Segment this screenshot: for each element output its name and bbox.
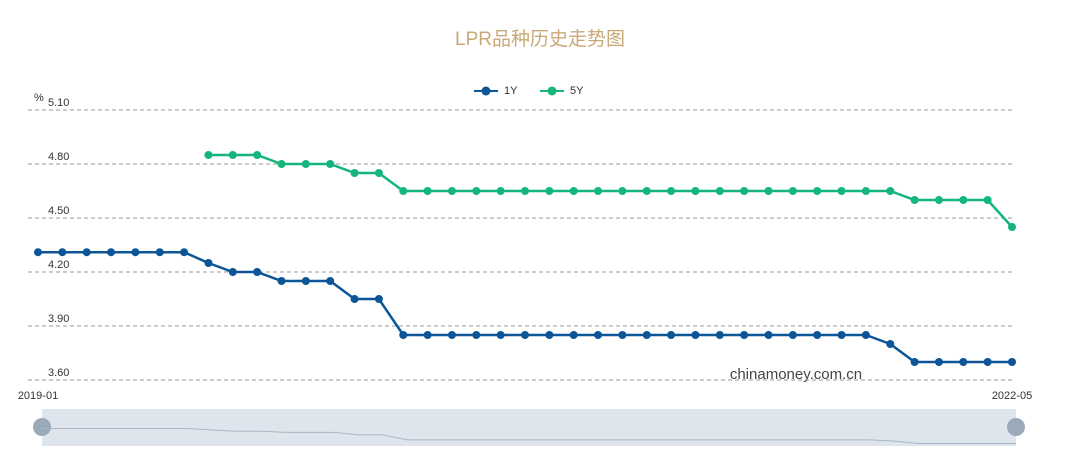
data-point	[910, 358, 919, 366]
chart-title: LPR品种历史走势图	[455, 28, 625, 50]
data-point	[569, 331, 578, 339]
data-point	[204, 259, 213, 267]
y-tick-label: 4.20	[48, 259, 69, 271]
data-point	[910, 196, 919, 204]
data-point	[667, 187, 676, 195]
y-tick-label: 3.90	[48, 313, 69, 325]
data-point	[740, 331, 749, 339]
legend-label: 5Y	[570, 85, 584, 97]
data-point	[886, 187, 895, 195]
data-point	[374, 295, 383, 303]
data-point	[618, 331, 627, 339]
data-point	[667, 331, 676, 339]
data-point	[350, 169, 359, 177]
data-point	[594, 331, 603, 339]
data-point	[715, 331, 724, 339]
legend-marker	[481, 86, 491, 96]
data-point	[350, 295, 359, 303]
data-point	[715, 187, 724, 195]
data-point	[228, 268, 237, 276]
data-point	[496, 187, 505, 195]
data-point	[934, 196, 943, 204]
x-tick-label: 2022-05	[992, 390, 1032, 402]
data-point	[82, 248, 91, 257]
data-point	[764, 331, 773, 339]
data-point	[155, 248, 164, 257]
data-point	[642, 331, 651, 339]
data-point	[691, 331, 700, 339]
data-point	[399, 187, 408, 195]
zoom-slider[interactable]	[42, 409, 1016, 446]
data-point	[374, 169, 383, 177]
data-point	[423, 187, 432, 195]
x-tick-label: 2019-01	[18, 390, 58, 402]
data-point	[569, 187, 578, 195]
data-point	[788, 187, 797, 195]
data-point	[107, 248, 116, 257]
data-point	[496, 331, 505, 339]
data-point	[618, 187, 627, 195]
data-point	[642, 187, 651, 195]
data-point	[813, 331, 822, 339]
data-point	[58, 248, 67, 257]
data-point	[131, 248, 140, 257]
zoom-preview	[42, 427, 1016, 445]
data-point	[788, 331, 797, 339]
data-point	[740, 187, 749, 195]
data-point	[959, 358, 968, 366]
data-point	[545, 187, 554, 195]
zoom-handle[interactable]	[33, 418, 51, 436]
data-point	[253, 268, 262, 276]
y-tick-label: 3.60	[48, 367, 69, 379]
data-point	[837, 187, 846, 195]
data-point	[521, 187, 529, 195]
legend-label: 1Y	[504, 85, 518, 97]
series-line	[208, 153, 1013, 228]
data-point	[545, 331, 554, 339]
data-point	[447, 187, 456, 195]
y-tick-label: 4.50	[48, 205, 69, 217]
data-point	[253, 151, 262, 159]
y-axis-label: %	[34, 92, 44, 104]
data-point	[423, 331, 432, 339]
y-tick-label: 5.10	[48, 97, 69, 109]
data-point	[326, 277, 335, 285]
data-point	[34, 248, 42, 257]
data-point	[934, 358, 943, 366]
data-point	[1008, 358, 1016, 366]
data-point	[301, 160, 310, 168]
data-point	[521, 331, 529, 339]
data-point	[886, 340, 895, 348]
data-point	[277, 277, 286, 285]
data-point	[277, 160, 286, 168]
legend-marker	[547, 86, 557, 96]
data-point	[764, 187, 773, 195]
data-point	[399, 331, 408, 339]
data-point	[983, 358, 992, 366]
data-point	[326, 160, 335, 168]
watermark: chinamoney.com.cn	[730, 366, 862, 383]
data-point	[691, 187, 700, 195]
data-point	[983, 196, 992, 204]
data-point	[204, 151, 213, 159]
y-tick-label: 4.80	[48, 151, 69, 163]
data-point	[837, 331, 846, 339]
data-point	[472, 331, 481, 339]
data-point	[228, 151, 237, 159]
zoom-handle[interactable]	[1007, 418, 1025, 436]
series-line	[38, 250, 1012, 364]
data-point	[861, 331, 870, 339]
data-point	[180, 248, 189, 257]
data-point	[594, 187, 603, 195]
data-point	[1008, 223, 1016, 231]
data-point	[959, 196, 968, 204]
data-point	[447, 331, 456, 339]
data-point	[301, 277, 310, 285]
data-point	[472, 187, 481, 195]
data-point	[813, 187, 822, 195]
data-point	[861, 187, 870, 195]
